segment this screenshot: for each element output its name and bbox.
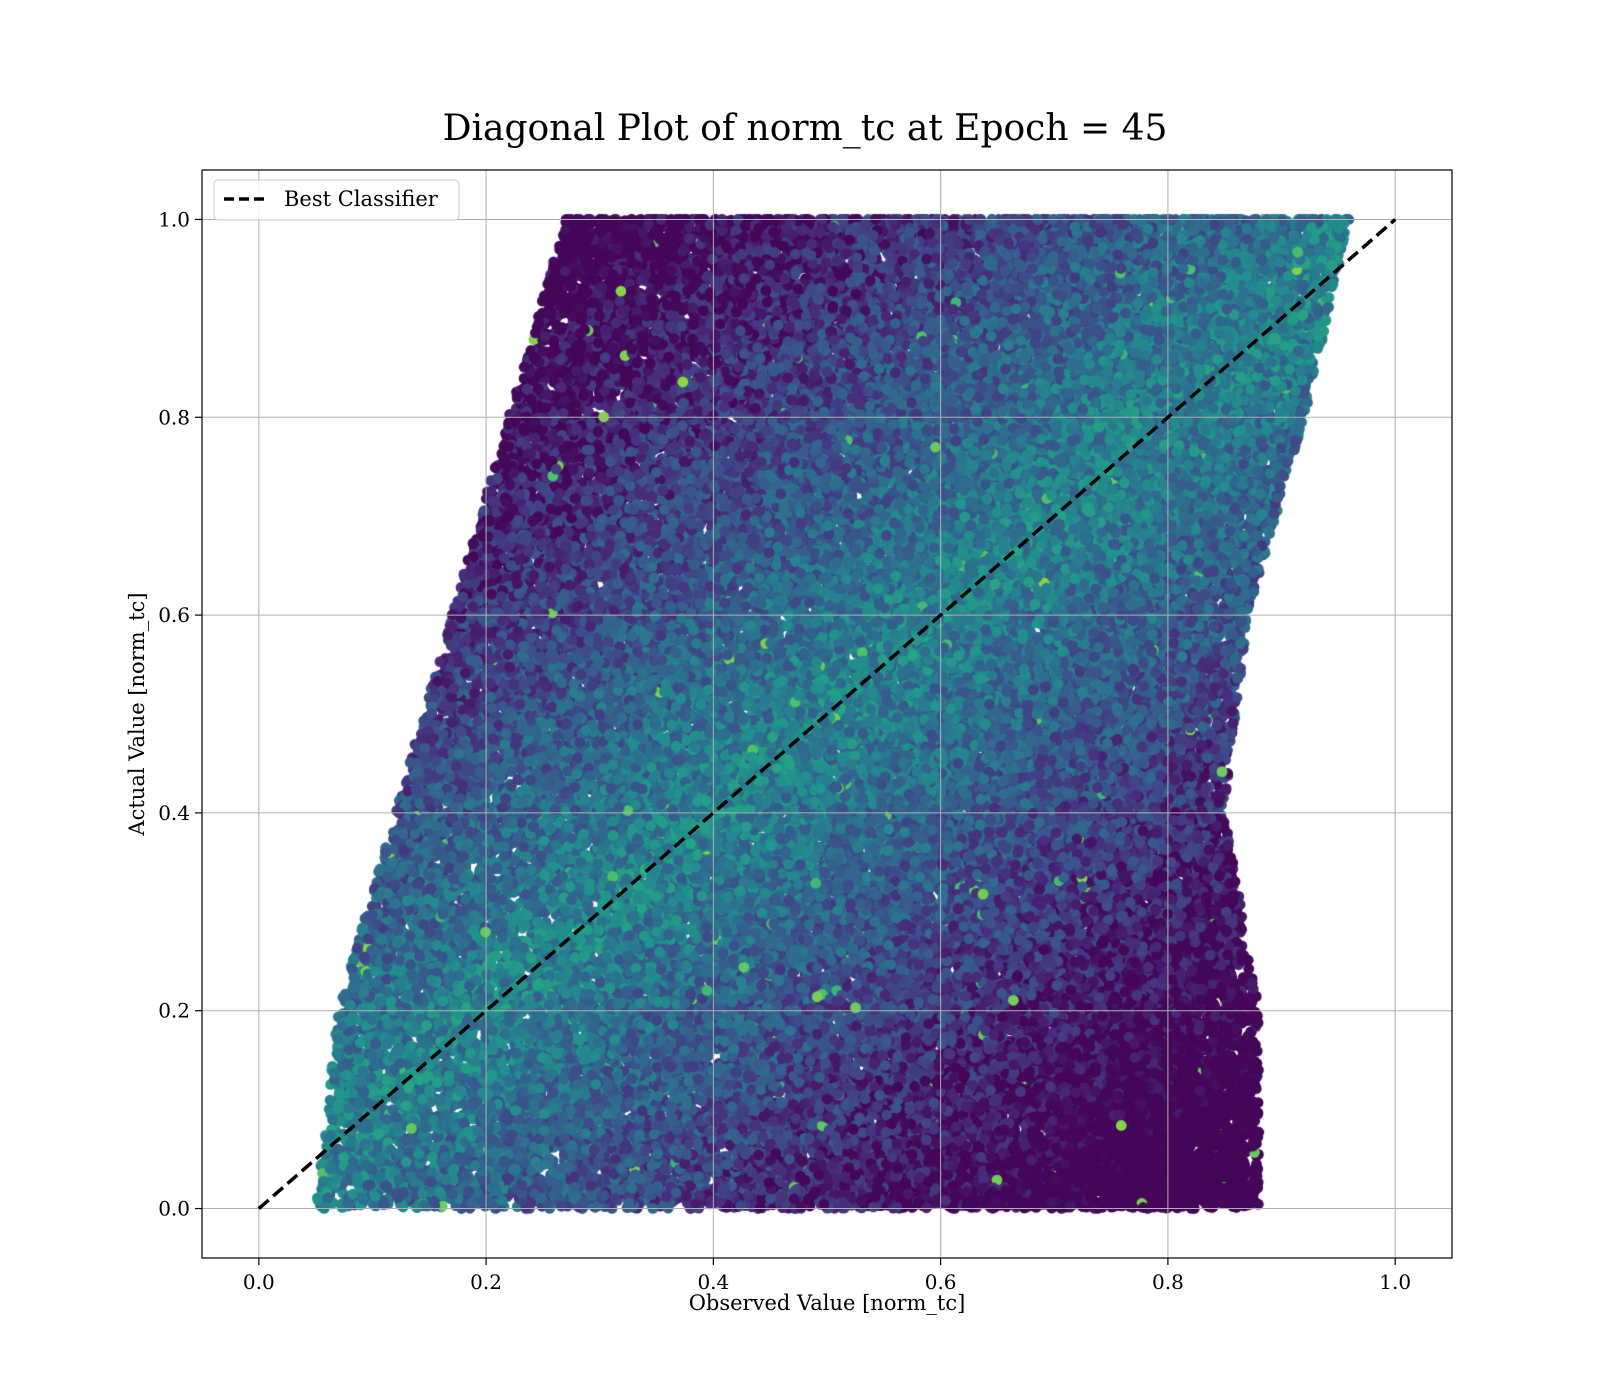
x-tick-label: 0.6	[925, 1270, 957, 1294]
legend: Best Classifier	[213, 179, 460, 221]
y-tick-label: 1.0	[158, 207, 190, 231]
y-axis-ticks: 0.0 0.2 0.4 0.6 0.8 1.0	[158, 207, 202, 1221]
y-axis-label: Actual Value [norm_tc]	[125, 592, 149, 836]
x-tick-label: 0.2	[470, 1270, 502, 1294]
y-tick-label: 0.8	[158, 405, 190, 429]
x-tick-label: 0.0	[243, 1270, 275, 1294]
legend-entry-best-classifier: Best Classifier	[284, 187, 439, 211]
best-classifier-line-group	[257, 218, 1397, 1210]
axes-frame	[201, 169, 1453, 1259]
chart-title: Diagonal Plot of norm_tc at Epoch = 45	[443, 108, 1168, 149]
plot-area	[201, 169, 1453, 1259]
x-axis-label: Observed Value [norm_tc]	[689, 1291, 966, 1315]
x-tick-label: 0.8	[1152, 1270, 1184, 1294]
grid-lines	[202, 170, 1452, 1258]
x-tick-label: 1.0	[1379, 1270, 1411, 1294]
best-classifier-line	[257, 218, 1397, 1210]
legend-box	[213, 179, 460, 221]
x-axis-ticks: 0.0 0.2 0.4 0.6 0.8 1.0	[243, 1258, 1411, 1294]
y-tick-label: 0.2	[158, 999, 190, 1023]
x-tick-label: 0.4	[697, 1270, 729, 1294]
y-tick-label: 0.4	[158, 801, 190, 825]
y-tick-label: 0.0	[158, 1197, 190, 1221]
y-tick-label: 0.6	[158, 603, 190, 627]
